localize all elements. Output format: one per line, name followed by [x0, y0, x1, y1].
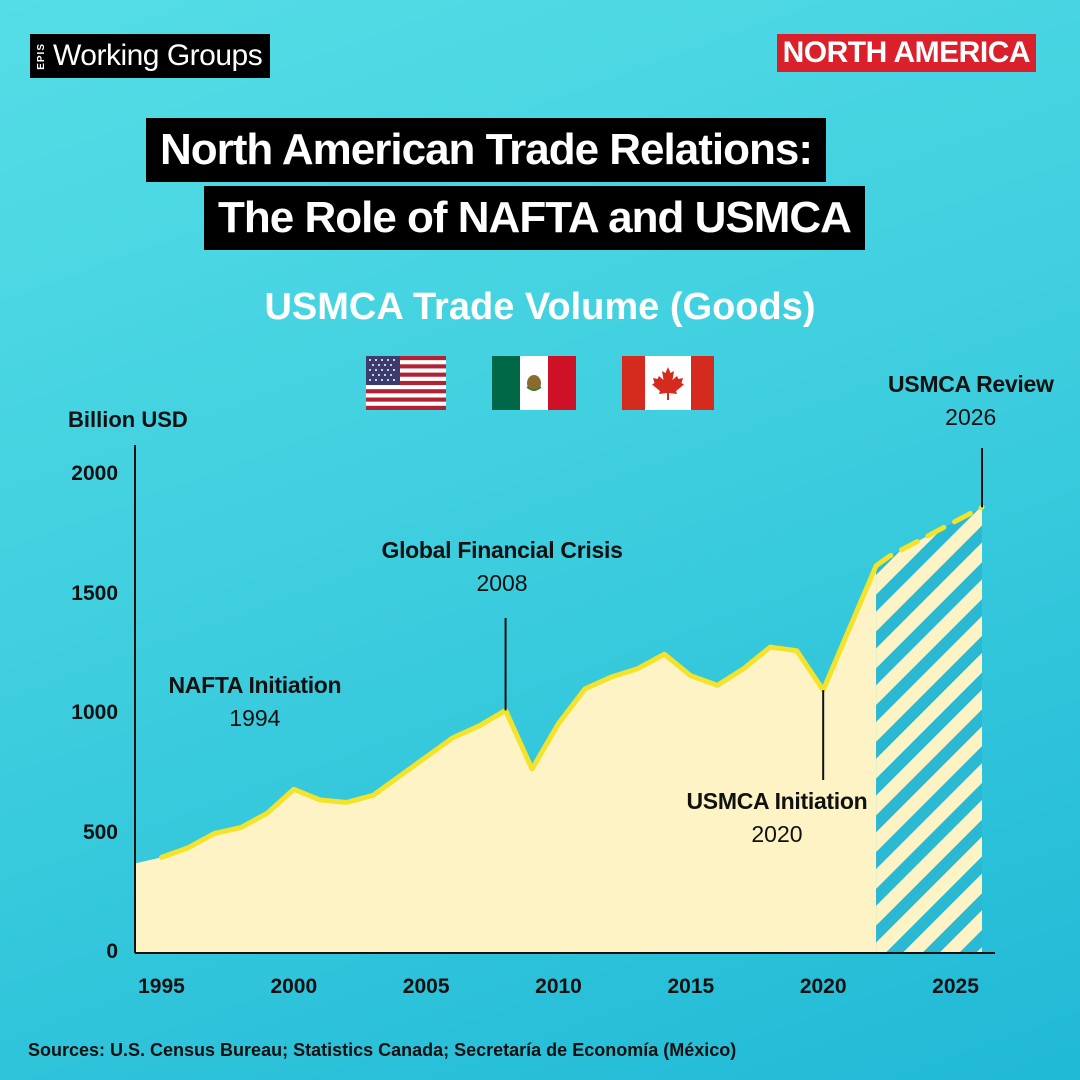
chart-title: USMCA Trade Volume (Goods)	[264, 286, 816, 328]
annotation-title: USMCA Review	[888, 371, 1054, 397]
us-flag-icon	[366, 356, 446, 410]
projection-area	[876, 507, 982, 953]
annotation-year: 2008	[476, 570, 528, 596]
x-tick-label: 2015	[667, 975, 715, 998]
x-tick-label: 2025	[932, 975, 979, 998]
canada-flag-icon	[622, 356, 714, 410]
annotation-nafta-initiation: NAFTA Initiation 1994	[169, 672, 342, 732]
y-tick-label: 2000	[71, 462, 118, 485]
y-tick-label: 1000	[71, 701, 118, 724]
y-tick-label: 500	[82, 820, 118, 844]
series-line	[158, 563, 879, 860]
annotation-title: NAFTA Initiation	[168, 672, 342, 698]
mexico-flag-icon	[492, 356, 576, 410]
brand-logo: EPIS Working Groups	[30, 34, 271, 78]
y-tick-label: 1500	[71, 581, 118, 605]
annotation-title: Global Financial Crisis	[381, 537, 623, 563]
y-axis-label: Billion USD	[68, 407, 188, 432]
x-tick-label: 2010	[535, 975, 582, 998]
annotation-year: 2020	[751, 821, 803, 847]
page-title-line-1: North American Trade Relations:	[146, 118, 826, 182]
page-title-line-2: The Role of NAFTA and USMCA	[204, 186, 865, 250]
region-badge: NORTH AMERICA	[776, 34, 1036, 72]
annotation-usmca-review: USMCA Review 2026	[888, 371, 1054, 431]
historical-area	[135, 565, 877, 953]
x-tick-label: 1995	[138, 975, 185, 998]
x-tick-label: 2020	[799, 975, 847, 998]
x-tick-label: 2000	[270, 975, 318, 998]
projection-line	[873, 504, 985, 569]
x-tick-label: 2005	[402, 975, 450, 998]
annotation-year: 2026	[945, 404, 997, 430]
annotation-usmca-initiation: USMCA Initiation 2020	[687, 788, 868, 848]
annotation-global-financial-crisis: Global Financial Crisis 2008	[382, 537, 623, 597]
sources-note: Sources: U.S. Census Bureau; Statistics …	[28, 1040, 737, 1060]
y-tick-label: 0	[106, 940, 118, 963]
brand-name: Working Groups	[53, 39, 263, 72]
annotation-title: USMCA Initiation	[686, 788, 868, 814]
annotation-year: 1994	[229, 705, 281, 731]
